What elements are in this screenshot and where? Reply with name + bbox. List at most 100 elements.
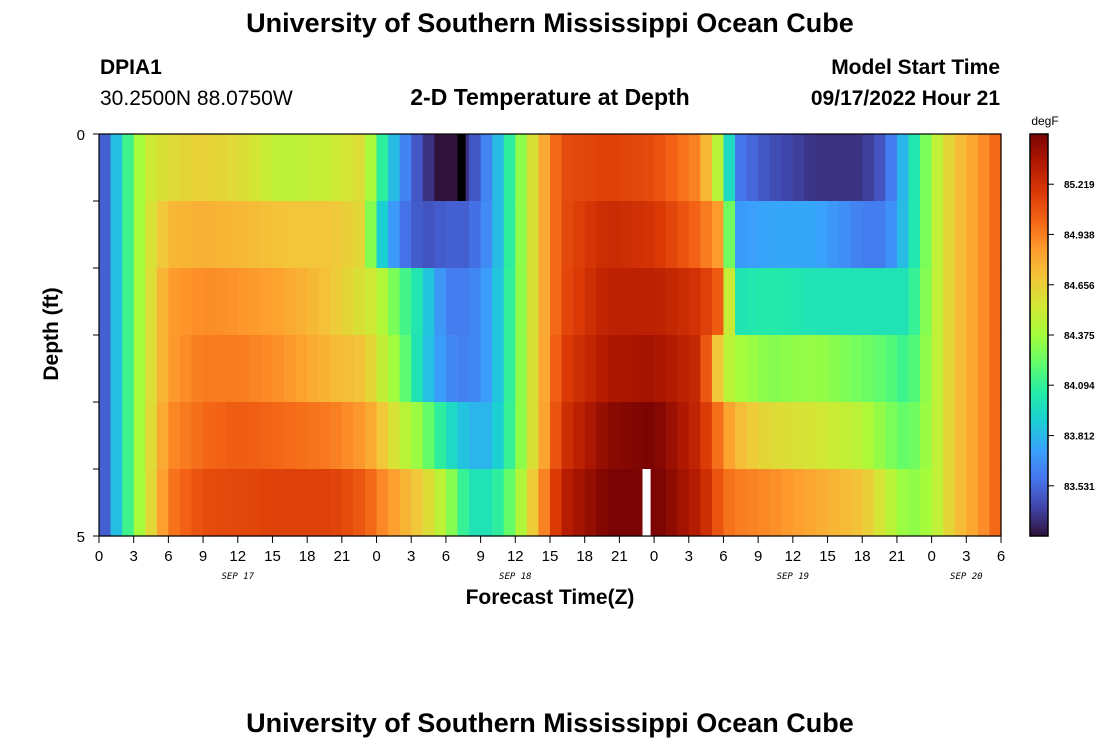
heatmap-cell [191,201,204,269]
heatmap-cell [966,268,979,336]
heatmap-cell [723,402,736,470]
heatmap-cell [989,335,1002,403]
heatmap-cell [931,335,944,403]
heatmap-cell [179,469,193,537]
colorbar-tick-label: 84.094 [1064,381,1095,392]
heatmap-cell [607,268,620,336]
heatmap-cell [688,402,701,470]
heatmap-cell [550,134,563,202]
heatmap-cell [781,469,794,537]
heatmap-cell [526,469,540,537]
heatmap-cell [145,335,158,403]
heatmap-cell [145,469,158,537]
heatmap-cell [237,268,250,336]
heatmap-cell [873,402,886,470]
heatmap-cell [411,335,424,403]
heatmap-cell [769,268,782,336]
heatmap-cell [249,134,262,202]
heatmap-cell [364,402,378,470]
heatmap-cell [237,134,250,202]
heatmap-cell [584,469,597,537]
heatmap-cell [353,268,366,336]
heatmap-cell [284,201,297,269]
heatmap-cell [654,335,667,403]
heatmap-cell [330,134,343,202]
heatmap-cell [364,201,378,269]
heatmap-cell [515,469,528,537]
heatmap-cell [133,402,146,470]
heatmap-cell [480,469,493,537]
heatmap-cell [573,335,586,403]
model-start-label: Model Start Time [831,56,1000,79]
heatmap-cell [827,469,840,537]
heatmap-cell [746,335,759,403]
heatmap-cell [804,268,817,336]
heatmap-cell [399,335,412,403]
heatmap-cell [249,268,262,336]
heatmap-cell [156,268,169,336]
heatmap-cell [445,201,459,269]
heatmap-cell [815,335,829,403]
heatmap-cell [804,201,817,269]
heatmap-cell [388,469,401,537]
heatmap-cell [145,268,158,336]
heatmap-cell [920,134,933,202]
heatmap-cell [550,268,563,336]
heatmap-cell [272,201,285,269]
heatmap-cell [561,134,574,202]
heatmap-cell [503,402,516,470]
heatmap-cell [492,134,505,202]
heatmap-cell [110,268,123,336]
heatmap-cell [214,268,227,336]
heatmap-cell [133,469,146,537]
heatmap-cell [885,268,898,336]
heatmap-cell [920,469,933,537]
heatmap-cell [422,268,435,336]
x-tick-label: 0 [372,548,380,565]
heatmap-cell [295,268,308,336]
heatmap-cell [792,335,806,403]
heatmap-cell [665,469,678,537]
heatmap-cell [434,402,447,470]
x-tick-label: 12 [785,548,802,565]
heatmap-cell [469,134,482,202]
x-tick-label: 21 [334,548,351,565]
heatmap-cell [804,402,817,470]
heatmap-cell [295,469,308,537]
heatmap-cell [422,134,435,202]
heatmap-cell [862,268,875,336]
day-label: SEP 20 [950,572,983,582]
model-start-time: 09/17/2022 Hour 21 [810,87,1000,110]
heatmap-cell [943,402,956,470]
heatmap-cell [445,402,459,470]
heatmap-cell [769,469,782,537]
heatmap-cell [908,201,921,269]
heatmap-cell [677,469,690,537]
heatmap-cell [284,134,297,202]
heatmap-cell [122,469,135,537]
heatmap-cell [133,134,146,202]
heatmap-cell [492,268,505,336]
heatmap-cell [399,268,412,336]
heatmap-cell [469,335,482,403]
heatmap-cell [573,402,586,470]
heatmap-cell [642,402,655,470]
heatmap-cell [862,134,875,202]
heatmap-cell [341,335,355,403]
heatmap-cell [677,335,690,403]
heatmap-cell [203,201,216,269]
heatmap-cell [723,335,736,403]
heatmap-cell [480,201,493,269]
heatmap-cell [850,268,863,336]
heatmap-cell [954,335,967,403]
heatmap-cell [815,268,829,336]
heatmap-cell [885,469,898,537]
heatmap-cell [873,335,886,403]
heatmap-cell [526,134,540,202]
heatmap-cell [214,335,227,403]
heatmap-cell [931,402,944,470]
heatmap-cell [920,402,933,470]
heatmap-cell [769,402,782,470]
heatmap-cell [815,201,829,269]
heatmap-cell [145,201,158,269]
